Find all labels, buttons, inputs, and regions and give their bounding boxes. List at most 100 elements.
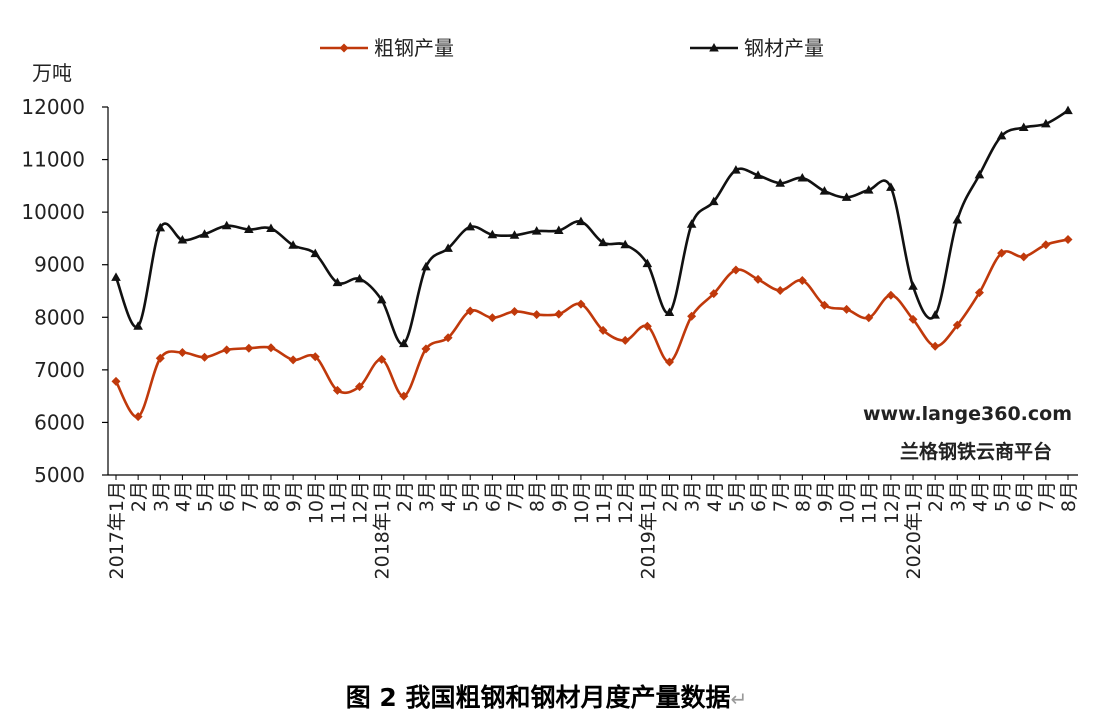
data-point [377,354,387,364]
x-tick-month: 8月 [261,481,283,512]
y-tick-label: 9000 [34,253,85,277]
x-tick-label: 2018年1月 [372,481,394,579]
x-tick-label: 2月 [128,481,150,512]
legend-label: 钢材产量 [744,36,824,60]
x-tick-month: 12月 [881,481,903,524]
x-tick-month: 8月 [1058,481,1080,512]
legend-label: 粗钢产量 [374,36,454,60]
x-tick-label: 9月 [283,481,305,512]
data-point [554,309,564,319]
data-point [310,352,320,362]
data-point [598,237,608,247]
data-point [797,275,807,285]
x-tick-month: 1月 [106,481,128,512]
data-point [974,288,984,298]
x-tick-label: 11月 [593,481,615,524]
data-point [487,313,497,323]
x-tick-month: 9月 [814,481,836,512]
data-point [819,300,829,310]
x-tick-label: 8月 [527,481,549,512]
caption-text: 图 2 我国粗钢和钢材月度产量数据 [345,683,731,712]
x-tick-month: 5月 [726,481,748,512]
data-point [997,248,1007,258]
data-point [133,321,143,330]
x-tick-month: 4月 [438,481,460,512]
data-point [177,235,188,244]
data-point [443,333,453,343]
data-point [863,185,874,194]
x-tick-label: 3月 [682,481,704,512]
x-tick-label: 8月 [1058,481,1080,512]
x-tick-label: 2月 [394,481,416,512]
data-point [1019,252,1029,262]
x-tick-label: 5月 [992,481,1014,512]
data-point [842,304,852,314]
x-tick-month: 9月 [283,481,305,512]
x-tick-month: 5月 [195,481,217,512]
data-point [332,277,343,287]
data-point [177,348,187,358]
x-tick-label: 7月 [1036,481,1058,512]
x-tick-label: 11月 [859,481,881,524]
data-point [288,355,298,365]
x-tick-month: 4月 [704,481,726,512]
series-crude-steel [111,234,1073,422]
x-tick-label: 4月 [704,481,726,512]
data-point [199,229,210,238]
data-point [819,186,830,195]
data-point [111,376,121,386]
data-point [553,225,564,235]
data-point [886,182,896,191]
x-tick-label: 4月 [438,481,460,512]
return-mark-icon: ↵ [730,687,748,711]
chart-series [111,105,1073,422]
x-tick-month: 1月 [372,481,394,512]
x-tick-month: 5月 [460,481,482,512]
watermark-url: www.lange360.com [863,403,1072,425]
x-tick-month: 6月 [482,481,504,512]
x-tick-label: 6月 [217,481,239,512]
data-point [532,310,542,320]
x-tick-label: 6月 [1014,481,1036,512]
data-point [908,281,918,290]
x-tick-month: 10月 [305,481,327,524]
watermark-name: 兰格钢铁云商平台 [900,440,1052,463]
x-tick-month: 6月 [748,481,770,512]
x-tick-month: 3月 [947,481,969,512]
x-tick-label: 4月 [172,481,194,512]
data-point [465,221,476,231]
y-tick-label: 12000 [21,95,85,119]
data-point [509,230,520,239]
x-tick-label: 10月 [837,481,859,524]
x-tick-label: 11月 [327,481,349,524]
data-point [222,345,232,355]
x-tick-label: 3月 [150,481,172,512]
data-point [155,353,165,363]
x-tick-label: 2月 [659,481,681,512]
x-tick-label: 2019年1月 [637,481,659,579]
chart-legend: 粗钢产量 钢材产量 [320,36,824,60]
x-tick-month: 2月 [394,481,416,512]
x-tick-month: 4月 [172,481,194,512]
data-point [864,313,874,323]
x-tick-month: 7月 [1036,481,1058,512]
data-point [620,335,630,345]
data-point [996,130,1007,140]
data-point [266,343,276,353]
data-point [399,338,409,348]
x-tick-month: 7月 [239,481,261,512]
data-point [952,215,963,224]
data-point [332,385,342,395]
data-point [266,223,276,232]
x-tick-label: 12月 [881,481,903,524]
x-tick-month: 8月 [792,481,814,512]
y-tick-label: 7000 [34,358,85,382]
x-tick-label: 8月 [261,481,283,512]
data-point [642,258,653,268]
data-point [1041,240,1051,250]
x-tick-label: 8月 [792,481,814,512]
data-point [421,261,431,271]
data-point [354,273,365,283]
data-point [797,172,808,182]
x-tick-month: 11月 [327,481,349,524]
